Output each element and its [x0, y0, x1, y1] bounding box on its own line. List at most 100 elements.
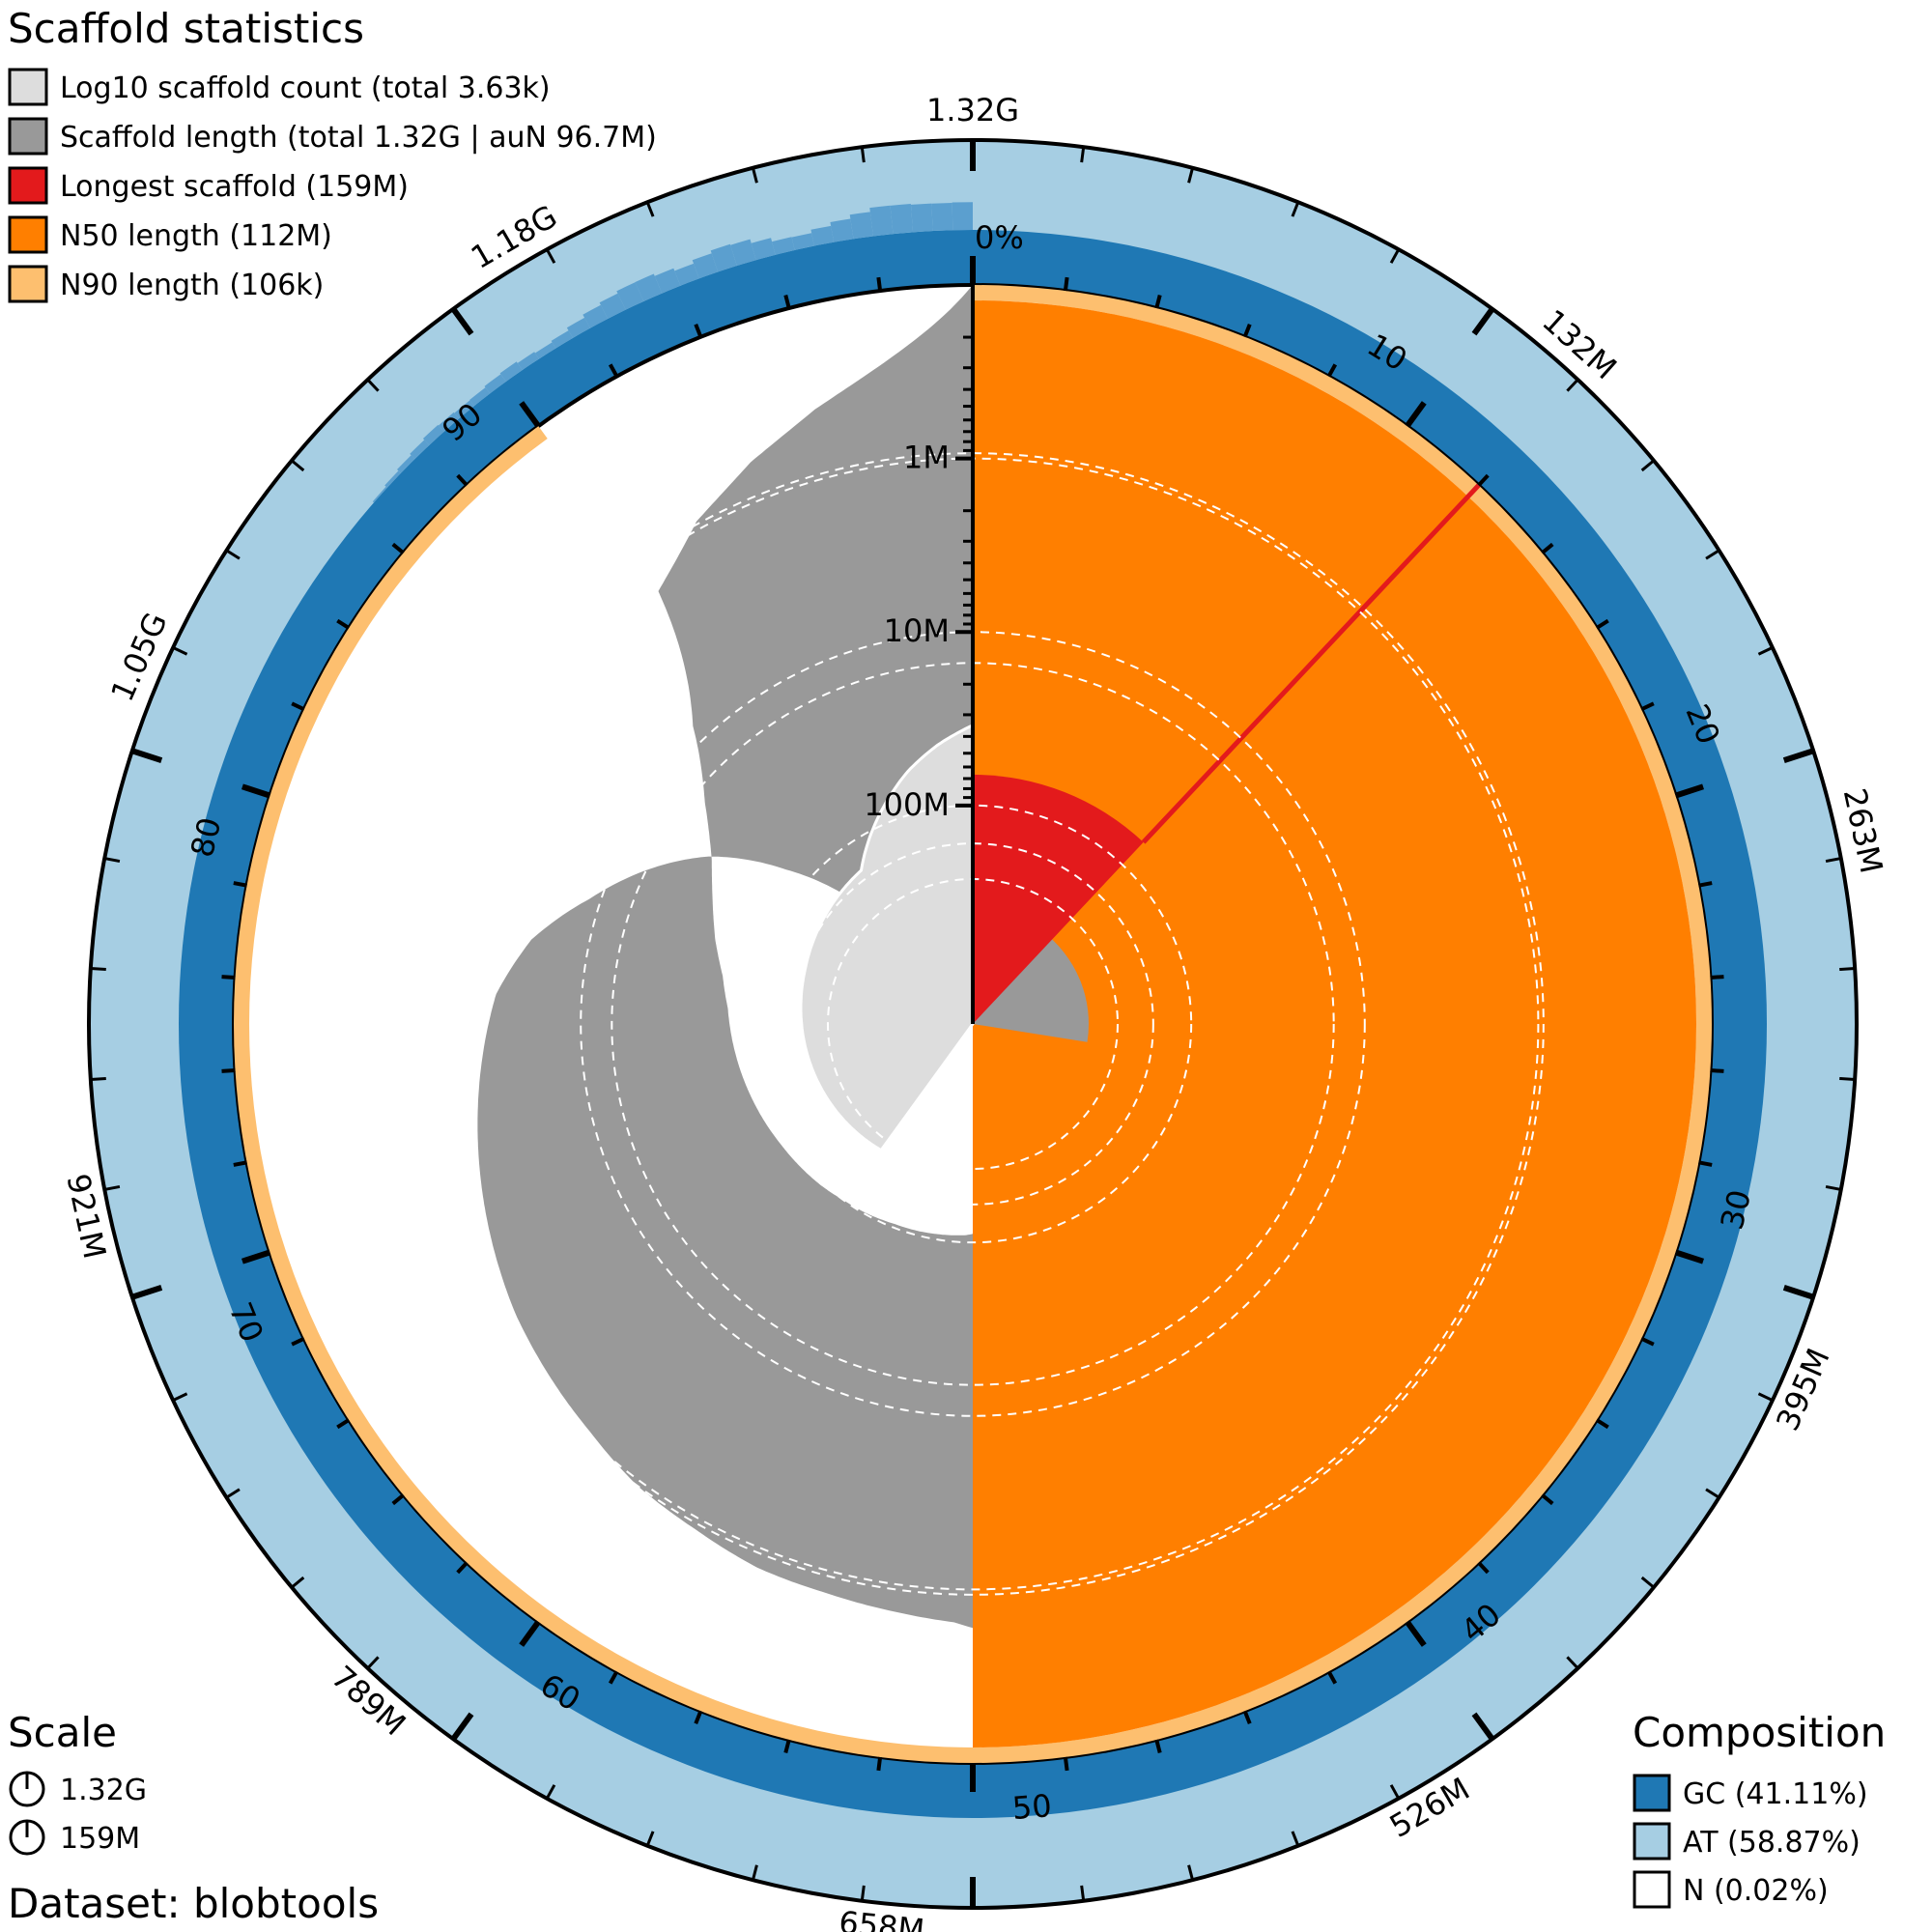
- legend-swatch: [8, 117, 48, 156]
- percent-minor-tick: [1242, 323, 1252, 338]
- composition-item: AT (58.87%): [1633, 1822, 1861, 1861]
- gc-variation-bar: [635, 273, 663, 301]
- gc-variation-bar: [772, 237, 795, 255]
- percent-major-tick: [241, 783, 271, 799]
- gc-variation-bar: [890, 204, 914, 235]
- gc-variation-bar: [372, 486, 387, 503]
- gc-variation-bar: [422, 424, 444, 445]
- percent-minor-tick: [456, 473, 469, 487]
- length-axis-label: 1.32G: [926, 92, 1019, 128]
- length-minor-tick: [1566, 1656, 1579, 1670]
- legend-swatch: [8, 265, 48, 303]
- percent-minor-tick: [291, 1336, 305, 1347]
- percent-minor-tick: [391, 1493, 405, 1506]
- percent-major-tick: [519, 401, 541, 428]
- length-minor-tick: [645, 201, 655, 217]
- percent-axis-label: 0%: [975, 219, 1024, 256]
- percent-minor-tick: [336, 618, 351, 630]
- legend-label: N50 length (112M): [60, 219, 332, 253]
- percent-minor-tick: [783, 294, 791, 309]
- gc-variation-bar: [830, 218, 854, 242]
- gc-variation-bar: [566, 317, 590, 338]
- percent-minor-tick: [694, 1710, 703, 1725]
- length-minor-tick: [645, 1831, 655, 1847]
- gc-variation-bar: [869, 205, 894, 237]
- length-minor-tick: [103, 1184, 121, 1191]
- length-minor-tick: [860, 147, 866, 163]
- gc-variation-bar: [499, 361, 523, 382]
- percent-axis-label: 30: [1714, 1186, 1759, 1234]
- legend-label: N90 length (106k): [60, 269, 324, 302]
- dataset-label: Dataset: blobtools: [8, 1880, 379, 1927]
- length-minor-tick: [1187, 167, 1195, 184]
- gc-variation-bar: [810, 225, 835, 246]
- percent-minor-tick: [1595, 1418, 1609, 1430]
- length-minor-tick: [103, 857, 121, 864]
- percent-major-tick: [1405, 401, 1427, 428]
- percent-minor-tick: [1242, 1710, 1252, 1725]
- gc-variation-bar: [454, 400, 475, 419]
- reference-circle: [753, 804, 1193, 1244]
- percent-minor-tick: [221, 1068, 236, 1073]
- length-minor-tick: [1566, 378, 1579, 392]
- legend-swatch: [8, 215, 48, 254]
- gc-variation-bar: [438, 412, 460, 432]
- percent-minor-tick: [608, 363, 619, 378]
- legend-item: N90 length (106k): [8, 265, 324, 303]
- percent-minor-tick: [1710, 975, 1724, 980]
- length-major-tick: [130, 748, 163, 763]
- composition-label: N (0.02%): [1683, 1874, 1829, 1908]
- percent-minor-tick: [221, 975, 236, 980]
- length-minor-tick: [1389, 248, 1401, 264]
- length-minor-tick: [366, 378, 380, 392]
- scale-item: 159M: [9, 1819, 140, 1856]
- percent-minor-tick: [694, 323, 703, 338]
- percent-minor-tick: [1477, 473, 1490, 487]
- scaffold-statistics-legend: Scaffold statistics Log10 scaffold count…: [8, 5, 657, 303]
- length-minor-tick: [1080, 147, 1086, 163]
- length-minor-tick: [1640, 1576, 1655, 1589]
- length-major-tick: [450, 306, 474, 336]
- legend-item: N50 length (112M): [8, 215, 332, 254]
- percent-minor-tick: [1698, 881, 1713, 888]
- composition-item: N (0.02%): [1633, 1870, 1829, 1909]
- composition-title: Composition: [1633, 1709, 1886, 1756]
- length-minor-tick: [366, 1656, 380, 1670]
- percent-major-tick: [1674, 783, 1705, 799]
- percent-minor-tick: [1710, 1068, 1724, 1073]
- longest-scaffold-sector: [973, 774, 1144, 1024]
- length-minor-tick: [1757, 1392, 1774, 1402]
- gc-variation-bar: [384, 470, 401, 488]
- legend-title: Scaffold statistics: [8, 5, 364, 52]
- scaffold-length-profile: [477, 285, 973, 1629]
- percent-minor-tick: [1595, 618, 1609, 630]
- length-minor-tick: [545, 248, 556, 264]
- gc-variation-bar: [616, 282, 644, 310]
- gc-variation-bar: [730, 239, 756, 267]
- legend-label: Longest scaffold (159M): [60, 170, 409, 204]
- length-minor-tick: [90, 967, 106, 972]
- legend-swatch: [8, 68, 48, 106]
- gc-variation-bar: [849, 212, 873, 240]
- length-minor-tick: [225, 549, 241, 560]
- scaffold-count-profile: [799, 723, 975, 1152]
- length-minor-tick: [860, 1885, 866, 1901]
- gc-variation-bar: [582, 304, 609, 328]
- gc-variation-bar: [484, 374, 506, 394]
- length-minor-tick: [225, 1488, 241, 1499]
- legend-label: Scaffold length (total 1.32G | auN 96.7M…: [60, 121, 657, 155]
- scale-label: 1.32G: [60, 1774, 147, 1807]
- gc-variation-bar: [931, 202, 953, 232]
- legend-item: Longest scaffold (159M): [8, 166, 409, 205]
- gc-variation-bar: [469, 387, 491, 407]
- length-major-tick: [450, 1712, 474, 1742]
- legend-item: Log10 scaffold count (total 3.63k): [8, 68, 551, 106]
- percent-minor-tick: [1063, 1756, 1069, 1772]
- snail-plot-area: 1M10M100M0%1020304050607080901.32G132M26…: [59, 92, 1889, 1932]
- length-minor-tick: [751, 167, 758, 184]
- percent-major-tick: [519, 1620, 541, 1647]
- length-minor-tick: [1187, 1864, 1195, 1881]
- gc-variation-bar: [952, 202, 973, 231]
- composition-swatch: [1633, 1870, 1671, 1909]
